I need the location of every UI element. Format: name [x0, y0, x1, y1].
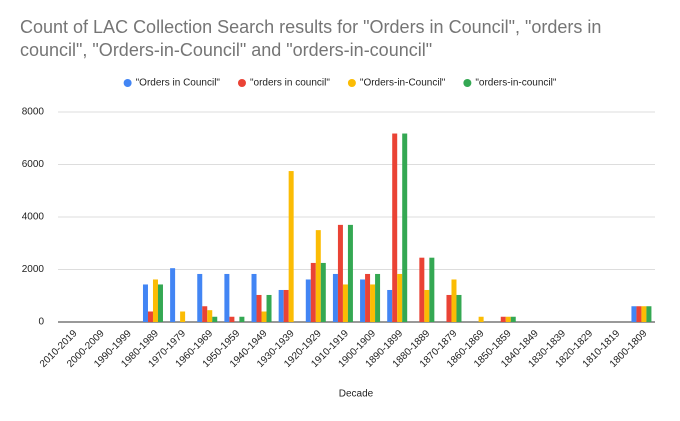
bar — [224, 273, 230, 322]
bar — [347, 224, 353, 322]
bar — [251, 273, 257, 322]
y-tick-label: 8000 — [22, 107, 45, 118]
bar — [446, 294, 452, 322]
bar — [646, 306, 652, 322]
legend-swatch — [123, 79, 132, 87]
bar — [387, 289, 393, 322]
bar — [266, 294, 272, 322]
y-tick-label: 2000 — [22, 264, 45, 275]
bar — [419, 257, 425, 322]
bar — [239, 316, 245, 322]
bar — [288, 171, 294, 322]
bar — [505, 316, 511, 322]
bar — [510, 316, 516, 322]
bar — [207, 310, 213, 322]
bar — [170, 268, 176, 322]
bar — [332, 273, 338, 322]
bar — [157, 284, 163, 322]
bar — [370, 284, 376, 322]
bar — [365, 273, 371, 322]
bar — [320, 262, 326, 322]
legend-swatch — [463, 79, 472, 87]
bar — [500, 316, 506, 322]
y-tick-label: 4000 — [22, 212, 45, 223]
bar — [375, 273, 381, 322]
legend-label: "Orders-in-Council" — [360, 78, 446, 89]
bar — [424, 289, 430, 322]
legend-label: "orders in council" — [250, 78, 330, 89]
bar — [392, 133, 398, 322]
bar — [229, 316, 235, 322]
y-tick-label: 0 — [38, 317, 44, 328]
bar — [337, 224, 343, 322]
bar — [278, 289, 284, 322]
bar — [212, 316, 218, 322]
bar — [152, 279, 158, 322]
legend-swatch — [347, 79, 356, 87]
bar — [147, 311, 153, 322]
bar — [451, 279, 457, 322]
bar — [256, 294, 262, 322]
bar — [631, 306, 637, 322]
x-axis-label: Decade — [339, 389, 374, 400]
bar — [402, 133, 408, 322]
legend-label: "orders-in-council" — [475, 78, 556, 89]
bar — [429, 257, 435, 322]
bar — [310, 262, 316, 322]
bar — [478, 316, 484, 322]
bar — [456, 294, 462, 322]
bar — [342, 284, 348, 322]
legend-swatch — [237, 79, 246, 87]
bar — [202, 306, 208, 322]
bar — [142, 284, 148, 322]
legend-label: "Orders in Council" — [136, 78, 221, 89]
bar — [397, 273, 403, 322]
bar — [283, 289, 289, 322]
bar — [180, 311, 186, 322]
bar — [197, 273, 203, 322]
bar — [641, 306, 647, 322]
legend: "Orders in Council" "orders in council" "O… — [123, 78, 557, 89]
bar — [360, 279, 366, 322]
y-tick-label: 6000 — [22, 159, 45, 170]
bar — [305, 279, 311, 322]
bar — [315, 230, 321, 322]
chart-title: Count of LAC Collection Search results f… — [20, 17, 602, 60]
bar — [261, 311, 267, 322]
bar — [636, 306, 642, 322]
